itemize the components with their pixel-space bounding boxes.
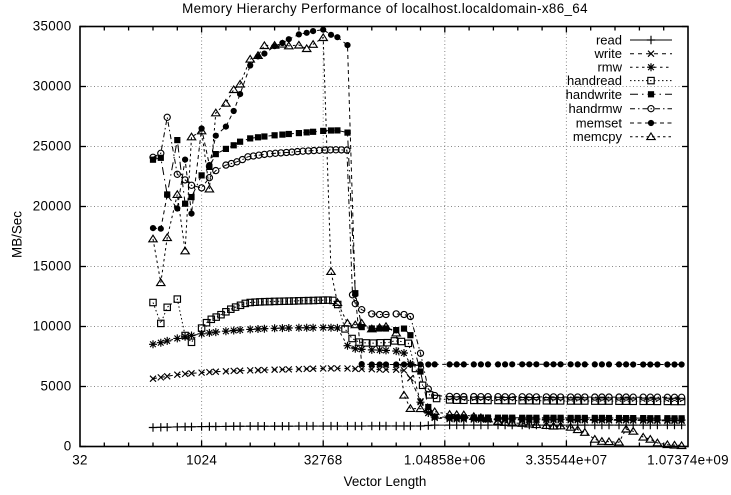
svg-text:1.04858e+06: 1.04858e+06	[404, 453, 486, 468]
svg-text:Memory Hierarchy Performance o: Memory Hierarchy Performance of localhos…	[182, 1, 588, 16]
svg-text:1024: 1024	[186, 453, 217, 468]
svg-text:10000: 10000	[33, 319, 72, 334]
svg-text:handwrite: handwrite	[566, 87, 622, 102]
svg-text:3.35544e+07: 3.35544e+07	[525, 453, 607, 468]
svg-text:memset: memset	[576, 116, 623, 131]
svg-text:1.07374e+09: 1.07374e+09	[647, 453, 729, 468]
svg-text:30000: 30000	[33, 79, 72, 94]
svg-text:handrmw: handrmw	[569, 101, 623, 116]
svg-text:MB/Sec: MB/Sec	[10, 211, 25, 258]
svg-text:rmw: rmw	[597, 60, 622, 75]
svg-text:memcpy: memcpy	[573, 129, 623, 144]
svg-text:32768: 32768	[304, 453, 343, 468]
svg-text:32: 32	[72, 453, 88, 468]
svg-text:25000: 25000	[33, 139, 72, 154]
svg-text:0: 0	[64, 439, 72, 454]
svg-text:20000: 20000	[33, 199, 72, 214]
svg-text:Vector Length: Vector Length	[344, 474, 427, 489]
svg-text:read: read	[596, 33, 622, 48]
svg-text:15000: 15000	[33, 259, 72, 274]
svg-text:5000: 5000	[41, 379, 72, 394]
svg-text:write: write	[594, 46, 622, 61]
svg-text:35000: 35000	[33, 19, 72, 34]
svg-text:handread: handread	[567, 73, 622, 88]
